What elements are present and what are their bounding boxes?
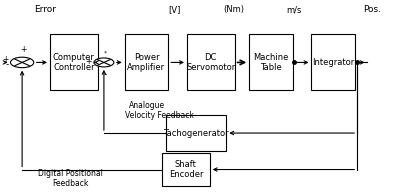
Text: +: + — [2, 55, 8, 64]
Text: Digital Positional
Feedback: Digital Positional Feedback — [38, 169, 103, 188]
Text: Error: Error — [35, 5, 56, 14]
Text: *: * — [103, 50, 107, 55]
Circle shape — [10, 57, 34, 68]
Text: m/s: m/s — [286, 5, 301, 14]
Bar — [311, 34, 355, 91]
Text: +: + — [86, 57, 92, 66]
Bar — [162, 153, 210, 186]
Text: Computer
Controller: Computer Controller — [53, 53, 95, 72]
Text: Velocity Feedback: Velocity Feedback — [125, 111, 194, 120]
Bar — [50, 34, 98, 91]
Text: -: - — [103, 70, 107, 79]
Text: Tachogenerator: Tachogenerator — [163, 129, 229, 138]
Text: Shaft
Encoder: Shaft Encoder — [168, 160, 203, 179]
Text: [V]: [V] — [168, 5, 181, 14]
Text: Machine
Table: Machine Table — [253, 53, 289, 72]
Text: -: - — [5, 61, 8, 69]
Text: (Nm): (Nm) — [223, 5, 245, 14]
Text: Pos.: Pos. — [363, 5, 381, 14]
Bar — [166, 115, 227, 151]
Text: Power
Amplifier: Power Amplifier — [127, 53, 166, 72]
Text: Integrator: Integrator — [312, 58, 354, 67]
Bar — [125, 34, 168, 91]
Bar — [187, 34, 234, 91]
Bar — [249, 34, 293, 91]
Text: +: + — [20, 45, 26, 54]
Text: DC
Servomotor: DC Servomotor — [186, 53, 235, 72]
Circle shape — [94, 58, 114, 67]
Text: Analogue: Analogue — [129, 101, 165, 110]
